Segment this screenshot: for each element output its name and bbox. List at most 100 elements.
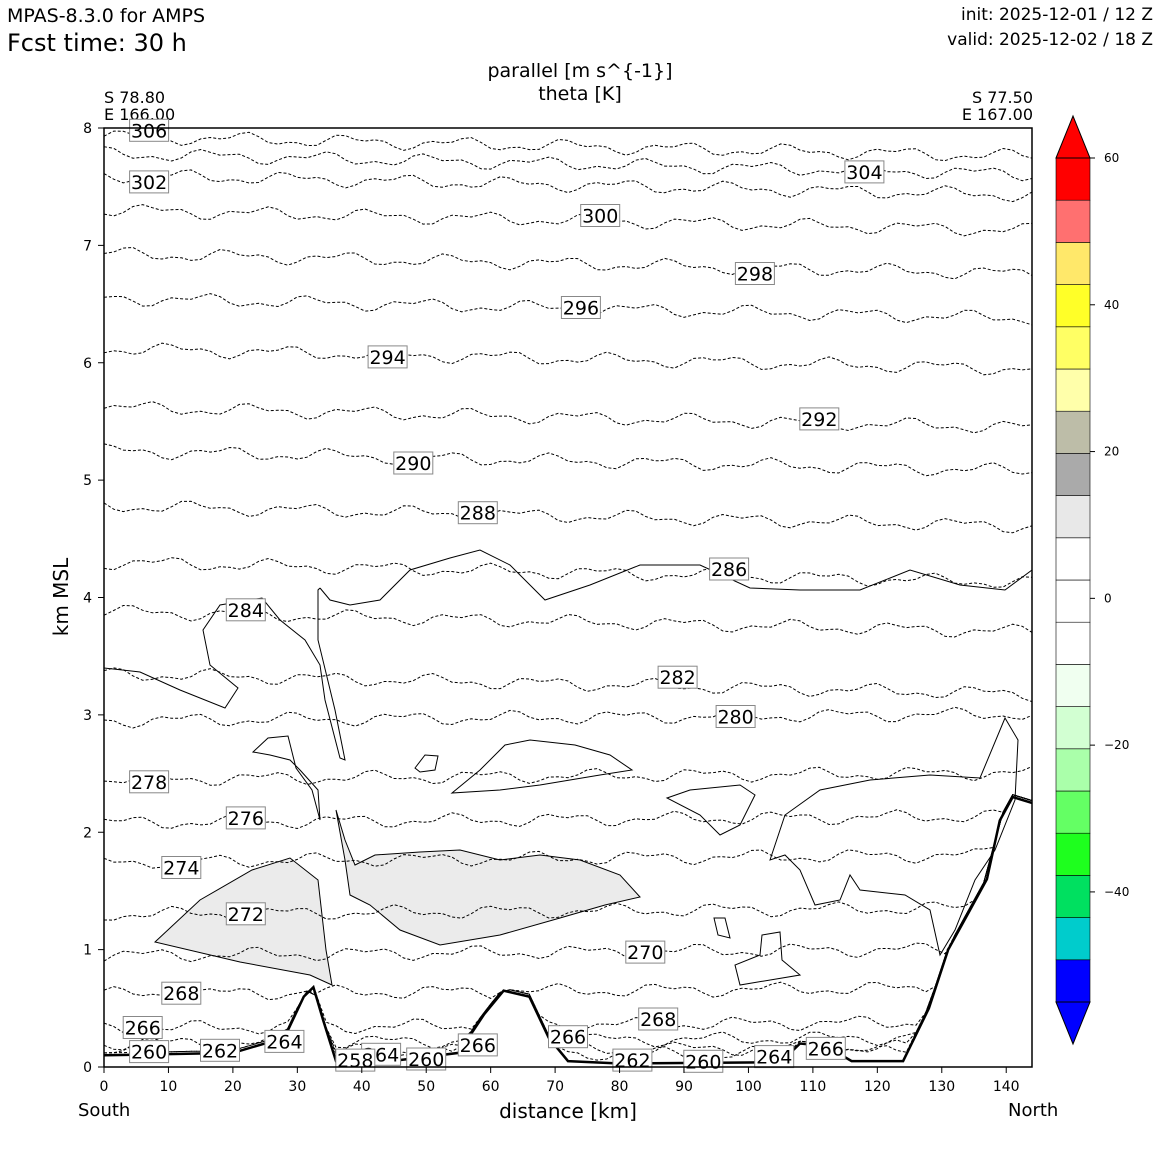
theta-label: 282 <box>659 667 695 689</box>
theta-label: 306 <box>131 120 167 142</box>
colorbar-segment <box>1055 664 1091 707</box>
valid-time: valid: 2025-12-02 / 18 Z <box>947 30 1153 50</box>
terrain-profile <box>104 795 1032 1065</box>
theta-label-box <box>457 501 498 525</box>
x-tick-label: 20 <box>224 1079 242 1095</box>
x-tick-label: 120 <box>864 1079 891 1095</box>
theta-contour <box>104 246 1032 280</box>
theta-label: 274 <box>163 858 199 880</box>
theta-label-box <box>560 296 601 319</box>
colorbar-segment <box>1055 706 1091 750</box>
theta-label: 268 <box>640 1009 676 1031</box>
x-tick-label: 130 <box>928 1079 955 1095</box>
south-end-label: South <box>78 1100 131 1121</box>
theta-label-box <box>799 407 840 431</box>
theta-label: 304 <box>846 162 882 184</box>
y-tick-label: 1 <box>83 943 92 959</box>
x-tick-label: 10 <box>160 1079 178 1095</box>
theta-contour <box>104 667 1032 703</box>
theta-contour <box>104 401 1032 434</box>
theta-label-box <box>225 598 266 622</box>
theta-label-box <box>657 665 698 689</box>
colorbar-extend-high <box>1055 114 1091 159</box>
y-tick-label: 0 <box>83 1060 92 1076</box>
theta-label-box <box>367 345 408 369</box>
wind-contour-right <box>769 716 1019 957</box>
theta-label: 286 <box>711 559 747 581</box>
colorbar-tick-label: −40 <box>1104 885 1129 899</box>
colorbar-segment <box>1055 495 1091 539</box>
theta-label-box <box>393 451 434 475</box>
colorbar-segment <box>1055 790 1091 834</box>
theta-label: 290 <box>395 453 431 475</box>
wind-contour-upper <box>319 549 1032 606</box>
theta-label-box <box>225 806 266 830</box>
wind-contour-blob <box>414 754 439 773</box>
theta-label-box <box>129 118 170 142</box>
model-title: MPAS-8.3.0 for AMPS <box>7 5 206 27</box>
theta-label: 260 <box>685 1051 721 1073</box>
theta-label: 294 <box>369 347 405 369</box>
theta-label: 258 <box>337 1050 373 1072</box>
colorbar: 60 40 20 0 −20 −40 <box>1055 114 1129 1046</box>
theta-label: 300 <box>582 206 618 228</box>
x-tick-label: 110 <box>800 1079 827 1095</box>
theta-contour <box>104 342 1032 376</box>
theta-label-box <box>548 1025 588 1049</box>
y-tick-label: 2 <box>83 825 92 841</box>
theta-label: 288 <box>460 503 496 525</box>
theta-label-box <box>129 770 170 794</box>
x-tick-label: 50 <box>417 1079 435 1095</box>
forecast-time: Fcst time: 30 h <box>7 29 187 57</box>
theta-label: 266 <box>460 1035 496 1057</box>
theta-label: 278 <box>131 772 167 794</box>
colorbar-segment <box>1055 453 1091 496</box>
theta-contour <box>104 557 1032 588</box>
theta-label-box <box>161 981 202 1005</box>
start-latitude: S 78.80 <box>104 88 166 107</box>
theta-label-box <box>715 705 756 728</box>
theta-label-box <box>129 170 170 194</box>
x-axis-label: distance [km] <box>499 1099 637 1123</box>
colorbar-segment <box>1055 959 1091 1003</box>
end-latitude: S 77.50 <box>971 88 1033 107</box>
colorbar-segment <box>1055 621 1091 665</box>
theta-label-box <box>122 1016 163 1039</box>
y-tick-label: 4 <box>83 591 92 607</box>
colorbar-segment <box>1055 284 1091 328</box>
theta-label: 260 <box>131 1042 167 1064</box>
colorbar-segment <box>1055 410 1091 454</box>
theta-label: 270 <box>627 942 663 964</box>
theta-label-box <box>225 902 266 926</box>
theta-label-box <box>734 262 775 285</box>
theta-contour <box>104 766 1032 786</box>
y-axis: 0 1 2 3 4 5 6 7 8 <box>83 121 104 1076</box>
theta-label: 266 <box>125 1018 161 1040</box>
colorbar-segment <box>1055 242 1091 285</box>
y-tick-label: 8 <box>83 121 92 137</box>
theta-label-box <box>638 1007 679 1031</box>
y-tick-label: 5 <box>83 473 92 489</box>
colorbar-segment <box>1055 832 1091 876</box>
init-time: init: 2025-12-01 / 12 Z <box>960 5 1153 25</box>
theta-label-box <box>457 1033 498 1057</box>
wind-contour-right-mid <box>665 784 756 836</box>
theta-label: 292 <box>801 409 837 431</box>
x-tick-label: 0 <box>100 1079 109 1095</box>
theta-label: 272 <box>228 904 264 926</box>
colorbar-tick-label: 40 <box>1104 298 1119 312</box>
theta-label: 284 <box>228 600 264 622</box>
chart-title: parallel [m s^{-1}] <box>487 60 673 82</box>
theta-contour <box>104 794 1032 1001</box>
colorbar-tick-label: −20 <box>1104 738 1129 752</box>
wind-contour-small <box>713 917 731 939</box>
theta-contour <box>104 794 1032 869</box>
terrain-layer <box>104 795 1032 1065</box>
x-axis: 0 10 20 30 40 50 60 70 80 90 100 110 120 130 140 <box>100 1067 1020 1095</box>
theta-label: 262 <box>202 1040 238 1062</box>
theta-contour <box>104 146 1032 182</box>
colorbar-segment <box>1055 579 1091 623</box>
theta-label: 266 <box>550 1027 586 1049</box>
x-tick-label: 100 <box>735 1079 762 1095</box>
